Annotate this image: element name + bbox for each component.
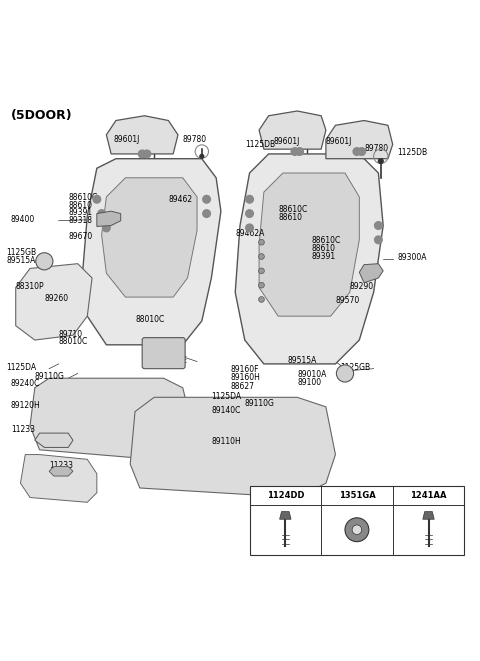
- Text: 88610: 88610: [278, 213, 302, 222]
- Text: 89160F: 89160F: [230, 365, 259, 374]
- Text: 1125DB: 1125DB: [245, 140, 275, 149]
- Text: 1351GA: 1351GA: [338, 490, 375, 500]
- Text: 88010C: 88010C: [59, 338, 88, 346]
- Text: 89515A: 89515A: [6, 256, 36, 265]
- Circle shape: [259, 254, 264, 259]
- Polygon shape: [21, 455, 97, 502]
- Text: 89462A: 89462A: [235, 229, 264, 238]
- Polygon shape: [326, 120, 393, 159]
- Text: 89780: 89780: [183, 135, 207, 144]
- Text: 89710: 89710: [59, 330, 83, 339]
- Circle shape: [203, 210, 210, 217]
- Text: 1125DA: 1125DA: [211, 392, 241, 401]
- FancyBboxPatch shape: [250, 486, 464, 555]
- Circle shape: [345, 518, 369, 541]
- FancyBboxPatch shape: [142, 338, 185, 369]
- Text: 89391: 89391: [68, 208, 92, 217]
- Circle shape: [353, 147, 361, 155]
- Polygon shape: [35, 433, 73, 447]
- Circle shape: [336, 365, 354, 382]
- Text: 89601J: 89601J: [274, 137, 300, 145]
- Text: 89260: 89260: [44, 293, 69, 303]
- Circle shape: [98, 210, 106, 217]
- Text: 89670: 89670: [68, 231, 93, 241]
- Text: 89110G: 89110G: [35, 372, 65, 381]
- Circle shape: [358, 147, 365, 155]
- Polygon shape: [107, 116, 178, 154]
- Text: 84135E: 84135E: [159, 356, 188, 365]
- Text: 11233: 11233: [11, 425, 35, 434]
- Text: 11233: 11233: [49, 461, 73, 469]
- Circle shape: [203, 196, 210, 203]
- Text: 89318: 89318: [68, 216, 92, 225]
- Text: 88610: 88610: [312, 244, 336, 253]
- Polygon shape: [30, 378, 192, 459]
- Circle shape: [246, 224, 253, 232]
- Polygon shape: [280, 512, 291, 520]
- Polygon shape: [235, 154, 383, 364]
- Circle shape: [374, 236, 382, 244]
- Circle shape: [200, 155, 204, 158]
- Text: 1241AA: 1241AA: [410, 490, 447, 500]
- Text: 88010C: 88010C: [135, 315, 164, 324]
- Text: 88610C: 88610C: [278, 206, 307, 214]
- Text: 89100: 89100: [297, 377, 322, 387]
- Text: 88610: 88610: [68, 201, 92, 210]
- Text: 1125GB: 1125GB: [6, 249, 36, 257]
- Text: 89391: 89391: [312, 252, 336, 260]
- Text: 1124DD: 1124DD: [266, 490, 304, 500]
- Circle shape: [259, 239, 264, 245]
- Text: 89110H: 89110H: [211, 437, 241, 446]
- Polygon shape: [360, 264, 383, 283]
- Text: 89240C: 89240C: [11, 379, 40, 389]
- Text: 89120H: 89120H: [11, 401, 41, 410]
- Circle shape: [259, 268, 264, 274]
- Polygon shape: [259, 111, 326, 149]
- Polygon shape: [16, 264, 92, 340]
- Text: 89570: 89570: [336, 296, 360, 305]
- Text: 89780: 89780: [364, 143, 388, 153]
- Circle shape: [103, 224, 110, 232]
- Polygon shape: [130, 397, 336, 498]
- Circle shape: [246, 196, 253, 203]
- Text: (5DOOR): (5DOOR): [11, 108, 72, 122]
- Polygon shape: [97, 212, 120, 227]
- Polygon shape: [259, 173, 360, 316]
- Text: 89010A: 89010A: [297, 370, 327, 379]
- Polygon shape: [102, 178, 197, 297]
- Text: 89160H: 89160H: [230, 373, 260, 382]
- Circle shape: [259, 282, 264, 288]
- Circle shape: [296, 147, 303, 155]
- Circle shape: [143, 150, 151, 158]
- Text: 89400: 89400: [11, 215, 35, 224]
- Text: 89515A: 89515A: [288, 356, 317, 365]
- Text: 89110G: 89110G: [245, 399, 275, 408]
- Circle shape: [352, 525, 362, 535]
- Text: 89140C: 89140C: [211, 406, 241, 415]
- Text: 88610C: 88610C: [68, 193, 97, 202]
- Text: 1125DB: 1125DB: [397, 149, 428, 157]
- Circle shape: [378, 159, 383, 163]
- Circle shape: [36, 253, 53, 270]
- Circle shape: [93, 196, 101, 203]
- Text: 89300A: 89300A: [397, 253, 427, 262]
- Circle shape: [138, 150, 146, 158]
- Polygon shape: [49, 467, 73, 476]
- Polygon shape: [83, 159, 221, 345]
- Circle shape: [246, 210, 253, 217]
- Text: 88610C: 88610C: [312, 236, 341, 245]
- Polygon shape: [423, 512, 434, 520]
- Text: 88310P: 88310P: [16, 282, 44, 291]
- Text: 89462: 89462: [168, 195, 192, 204]
- Circle shape: [291, 147, 299, 155]
- Circle shape: [259, 297, 264, 302]
- Text: 89601J: 89601J: [326, 137, 352, 145]
- Text: 89290: 89290: [350, 282, 374, 291]
- Text: 1125GB: 1125GB: [340, 364, 371, 372]
- Text: 88627: 88627: [230, 382, 254, 391]
- Circle shape: [374, 221, 382, 229]
- Text: 1125DA: 1125DA: [6, 364, 36, 372]
- Text: 89601J: 89601J: [113, 135, 140, 144]
